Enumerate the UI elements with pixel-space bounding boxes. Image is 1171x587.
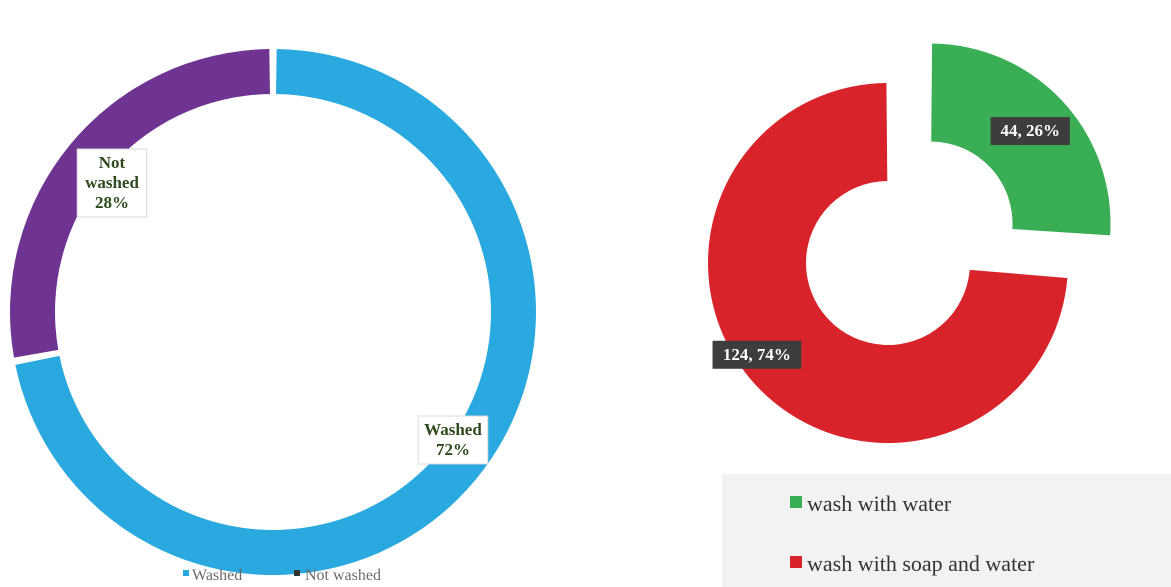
legend-label-wash-with-soap-and-water: wash with soap and water	[807, 551, 1035, 576]
legend-swatch-not-washed	[294, 570, 300, 576]
legend-swatch-wash-with-soap-and-water	[790, 556, 802, 568]
data-label-wash-with-soap-and-water-box	[712, 340, 802, 369]
slice-not-washed	[9, 49, 270, 358]
legend-swatch-wash-with-water	[790, 496, 802, 508]
data-label-wash-with-soap-and-water: 124, 74%	[712, 340, 802, 369]
legend-label-wash-with-water: wash with water	[807, 491, 952, 516]
legend-label-washed: Washed	[192, 567, 242, 584]
data-label-washed-text: 72%	[436, 440, 470, 459]
wash-method-legend: wash with water wash with soap and water	[722, 474, 1171, 587]
data-label-washed-text: Washed	[424, 420, 482, 439]
legend-swatch-washed	[183, 570, 189, 576]
washed-donut-slices	[9, 49, 537, 575]
data-label-not-washed-text: Not	[99, 153, 126, 172]
wash-method-donut-labels: 44, 26% 124, 74%	[712, 117, 1070, 369]
legend-background	[722, 474, 1171, 587]
data-label-wash-with-soap-and-water-text: 124, 74%	[723, 345, 791, 364]
data-label-wash-with-water-box	[990, 117, 1070, 146]
data-label-wash-with-water-text: 44, 26%	[1000, 121, 1060, 140]
data-label-not-washed-box	[76, 148, 148, 218]
data-label-wash-with-water: 44, 26%	[990, 117, 1070, 146]
data-label-not-washed-text: washed	[85, 173, 139, 192]
legend-label-not-washed: Not washed	[305, 567, 381, 584]
washed-donut-legend: Washed Not washed	[183, 567, 381, 584]
wash-method-donut-chart: 44, 26% 124, 74% wash with water wash wit…	[708, 43, 1171, 587]
data-label-washed-box	[417, 415, 489, 465]
data-label-not-washed-text: 28%	[95, 193, 129, 212]
